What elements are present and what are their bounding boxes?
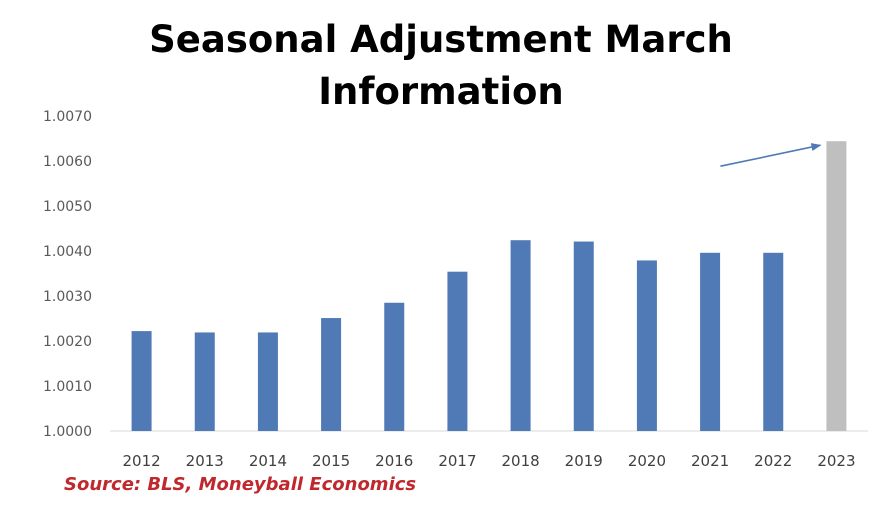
x-tick-label: 2021: [691, 452, 729, 470]
bar-2018: [510, 240, 531, 431]
x-tick-label: 2019: [565, 452, 603, 470]
bar-2014: [257, 332, 278, 431]
y-tick-label: 1.0050: [43, 199, 92, 215]
x-tick-label: 2015: [312, 452, 350, 470]
x-axis-ticks: 2012 2013 2014 2015 2016 2017 2018 2019 2020 2021…: [122, 452, 855, 470]
bars: [131, 141, 847, 431]
y-axis-ticks: 1.0000 1.0010 1.0020 1.0030 1.0040 1.0050 1.00…: [43, 109, 92, 440]
bar-2016: [384, 302, 405, 431]
bar-2020: [636, 260, 657, 431]
x-tick-label: 2016: [375, 452, 413, 470]
x-tick-label: 2017: [438, 452, 476, 470]
bar-2019: [573, 241, 594, 431]
x-tick-label: 2014: [249, 452, 287, 470]
source-note: Source: BLS, Moneyball Economics: [64, 474, 417, 495]
bar-2022: [763, 252, 784, 431]
y-tick-label: 1.0020: [43, 334, 92, 350]
y-tick-label: 1.0010: [43, 379, 92, 395]
bar-2012: [131, 331, 152, 431]
x-tick-label: 2023: [817, 452, 855, 470]
x-tick-label: 2020: [628, 452, 666, 470]
bar-2013: [194, 332, 215, 431]
y-tick-label: 1.0040: [43, 244, 92, 260]
x-tick-label: 2012: [122, 452, 160, 470]
bar-2021: [700, 252, 721, 431]
bar-2015: [321, 318, 342, 431]
y-tick-label: 1.0000: [43, 424, 92, 440]
x-tick-label: 2022: [754, 452, 792, 470]
annotation-arrow: [720, 143, 822, 167]
y-tick-label: 1.0070: [43, 109, 92, 125]
x-tick-label: 2013: [186, 452, 224, 470]
x-tick-label: 2018: [501, 452, 539, 470]
chart-title-line-2: Information: [318, 70, 564, 113]
bar-2017: [447, 271, 468, 431]
y-tick-label: 1.0030: [43, 289, 92, 305]
y-tick-label: 1.0060: [43, 154, 92, 170]
chart-title-line-1: Seasonal Adjustment March: [149, 18, 733, 61]
bar-2023: [826, 141, 847, 431]
chart-title: Seasonal Adjustment March Information: [0, 14, 882, 118]
